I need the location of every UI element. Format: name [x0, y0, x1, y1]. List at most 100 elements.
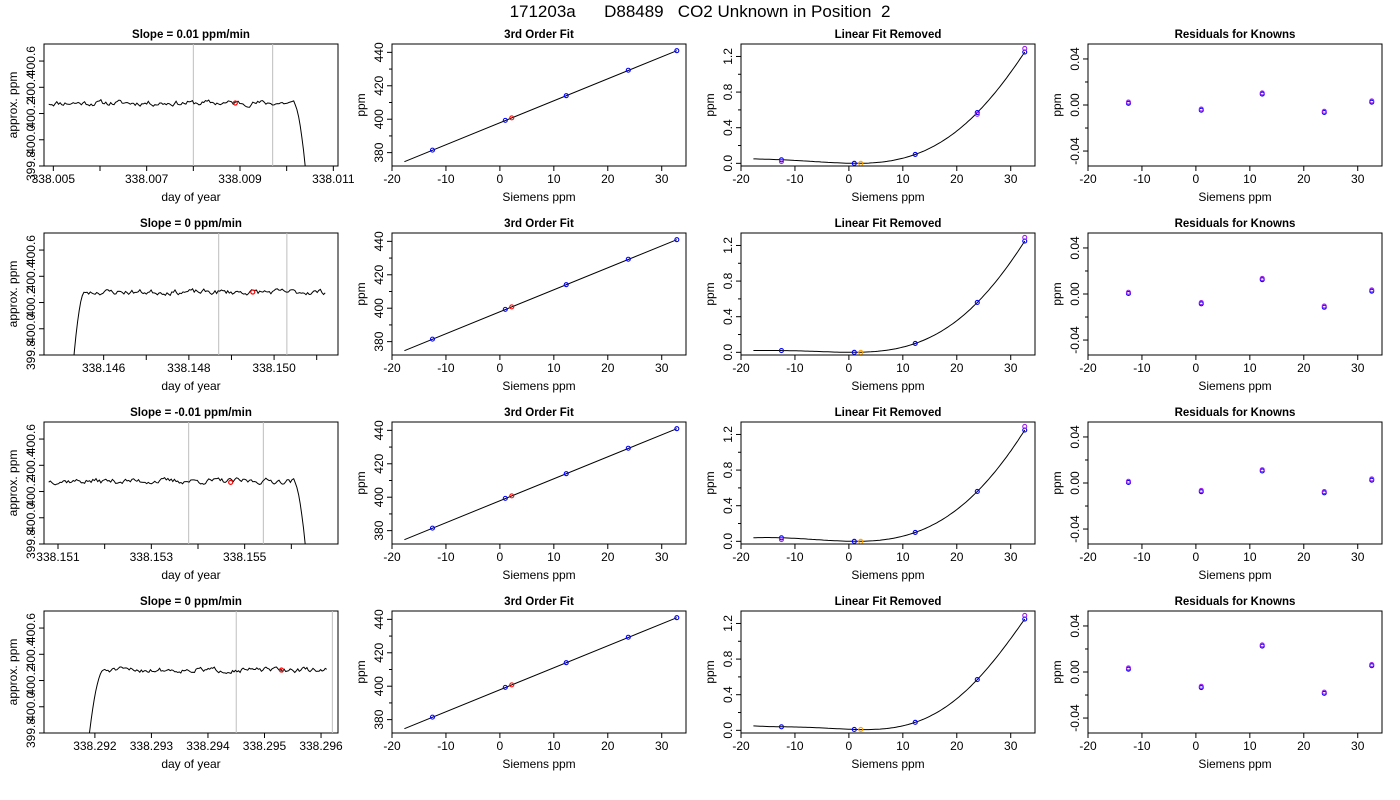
x-tick-label: 10: [896, 739, 910, 753]
y-tick-label: -0.04: [1068, 515, 1082, 543]
y-tick-label: 400: [372, 676, 386, 696]
x-tick-label: 338.146: [82, 361, 126, 375]
y-axis-label: ppm: [354, 93, 368, 116]
y-tick-label: 399.8: [24, 340, 38, 370]
data-point: [1125, 289, 1132, 295]
y-tick-label: 400.0: [24, 124, 38, 154]
data-point: [858, 349, 864, 355]
y-tick-label: 420: [372, 264, 386, 284]
data-point: [429, 336, 436, 342]
x-tick-label: 10: [1243, 172, 1257, 186]
x-tick-label: -10: [786, 550, 804, 564]
data-point: [429, 525, 436, 531]
x-tick-label: -20: [732, 550, 750, 564]
data-point: [1198, 683, 1204, 689]
x-tick-label: 20: [950, 739, 964, 753]
x-tick-label: -10: [1133, 739, 1151, 753]
y-tick-label: 380: [372, 331, 386, 351]
data-point: [502, 495, 508, 501]
data-point: [778, 724, 785, 730]
data-point: [778, 536, 785, 543]
y-tick-label: 0.4: [721, 308, 735, 325]
data-point: [778, 157, 785, 163]
data-point: [1321, 489, 1327, 495]
x-tick-label: 0: [1193, 550, 1200, 564]
panel-2-4: Residuals for Knowns -20 -10 0 10 20 30 -0.04 0.…: [1050, 218, 1383, 393]
data-point: [858, 538, 864, 544]
panel-title: Slope = -0.01 ppm/min: [130, 407, 252, 419]
x-tick-label: -10: [1133, 172, 1151, 186]
x-tick-label: 20: [950, 550, 964, 564]
mean-point: [278, 667, 285, 673]
x-tick-label: 0: [1193, 172, 1200, 186]
y-axis-label: ppm: [703, 93, 717, 116]
y-tick-label: 1.2: [721, 426, 735, 443]
plot-area: [753, 612, 1028, 732]
series-line: [73, 288, 326, 355]
y-axis-label: approx. ppm: [6, 639, 20, 706]
data-point: [778, 535, 785, 541]
x-tick-label: 10: [547, 739, 561, 753]
y-tick-label: 0.4: [721, 497, 735, 514]
x-tick-label: -10: [786, 739, 804, 753]
panel-1-1: Slope = 0.01 ppm/min 338.005 338.007 338.00…: [6, 29, 355, 204]
panel-title: Residuals for Knowns: [1175, 596, 1296, 608]
x-tick-label: 338.292: [73, 739, 117, 753]
x-tick-label: 0: [497, 739, 504, 753]
data-point: [1259, 642, 1265, 648]
x-tick-label: 20: [1297, 172, 1311, 186]
x-tick-label: 338.148: [167, 361, 211, 375]
x-axis-label: Siemens ppm: [851, 190, 924, 204]
data-point: [1198, 106, 1204, 112]
x-axis-label: day of year: [161, 190, 220, 204]
y-tick-label: 420: [372, 75, 386, 95]
y-axis-label: ppm: [354, 471, 368, 494]
x-tick-label: 10: [1243, 361, 1257, 375]
y-tick-label: 380: [372, 709, 386, 729]
y-tick-label: 400.6: [24, 424, 38, 454]
series-line: [88, 666, 327, 733]
x-tick-label: 30: [1004, 739, 1018, 753]
data-point: [974, 488, 980, 495]
y-tick-label: 0.8: [721, 83, 735, 100]
x-tick-label: 20: [950, 361, 964, 375]
data-point: [1198, 300, 1204, 306]
x-tick-label: -10: [437, 361, 455, 375]
data-point: [1022, 423, 1028, 430]
y-tick-label: 440: [372, 609, 386, 629]
x-tick-label: 30: [655, 739, 669, 753]
mean-point: [228, 479, 234, 485]
x-tick-label: 338.153: [130, 550, 174, 564]
x-tick-label: -10: [786, 361, 804, 375]
data-point: [674, 237, 680, 243]
panel-title: Linear Fit Removed: [835, 407, 942, 419]
data-point: [1125, 665, 1132, 671]
data-point: [1022, 45, 1028, 52]
panel-3-2: 3rd Order Fit -20 -10 0 10 20 30 380 400 420 440 Si…: [354, 407, 687, 582]
y-axis-label: approx. ppm: [6, 261, 20, 328]
y-tick-label: -0.04: [1068, 137, 1082, 165]
page-title: 171203a D88489 CO2 Unknown in Position 2: [509, 2, 891, 21]
y-tick-label: 400.2: [24, 476, 38, 506]
panel-title: Linear Fit Removed: [835, 596, 942, 608]
panel-title: Slope = 0 ppm/min: [140, 218, 242, 230]
fit-curve: [404, 428, 678, 541]
panel-title: 3rd Order Fit: [504, 29, 574, 41]
data-point: [674, 615, 680, 621]
x-tick-label: 338.151: [36, 550, 80, 564]
x-tick-label: 20: [1297, 739, 1311, 753]
data-point: [1369, 287, 1375, 293]
y-tick-label: 400: [372, 298, 386, 318]
data-point: [912, 529, 918, 535]
fit-curve: [404, 50, 678, 163]
plot-area: [1125, 467, 1375, 496]
x-tick-label: 0: [1193, 361, 1200, 375]
plot-frame: [391, 43, 687, 167]
y-tick-label: 0.00: [1068, 471, 1082, 495]
y-tick-label: 0.8: [721, 461, 735, 478]
y-tick-label: 0.0: [721, 155, 735, 172]
x-tick-label: 10: [896, 550, 910, 564]
y-axis-label: approx. ppm: [6, 72, 20, 139]
y-tick-label: 400.0: [24, 313, 38, 343]
